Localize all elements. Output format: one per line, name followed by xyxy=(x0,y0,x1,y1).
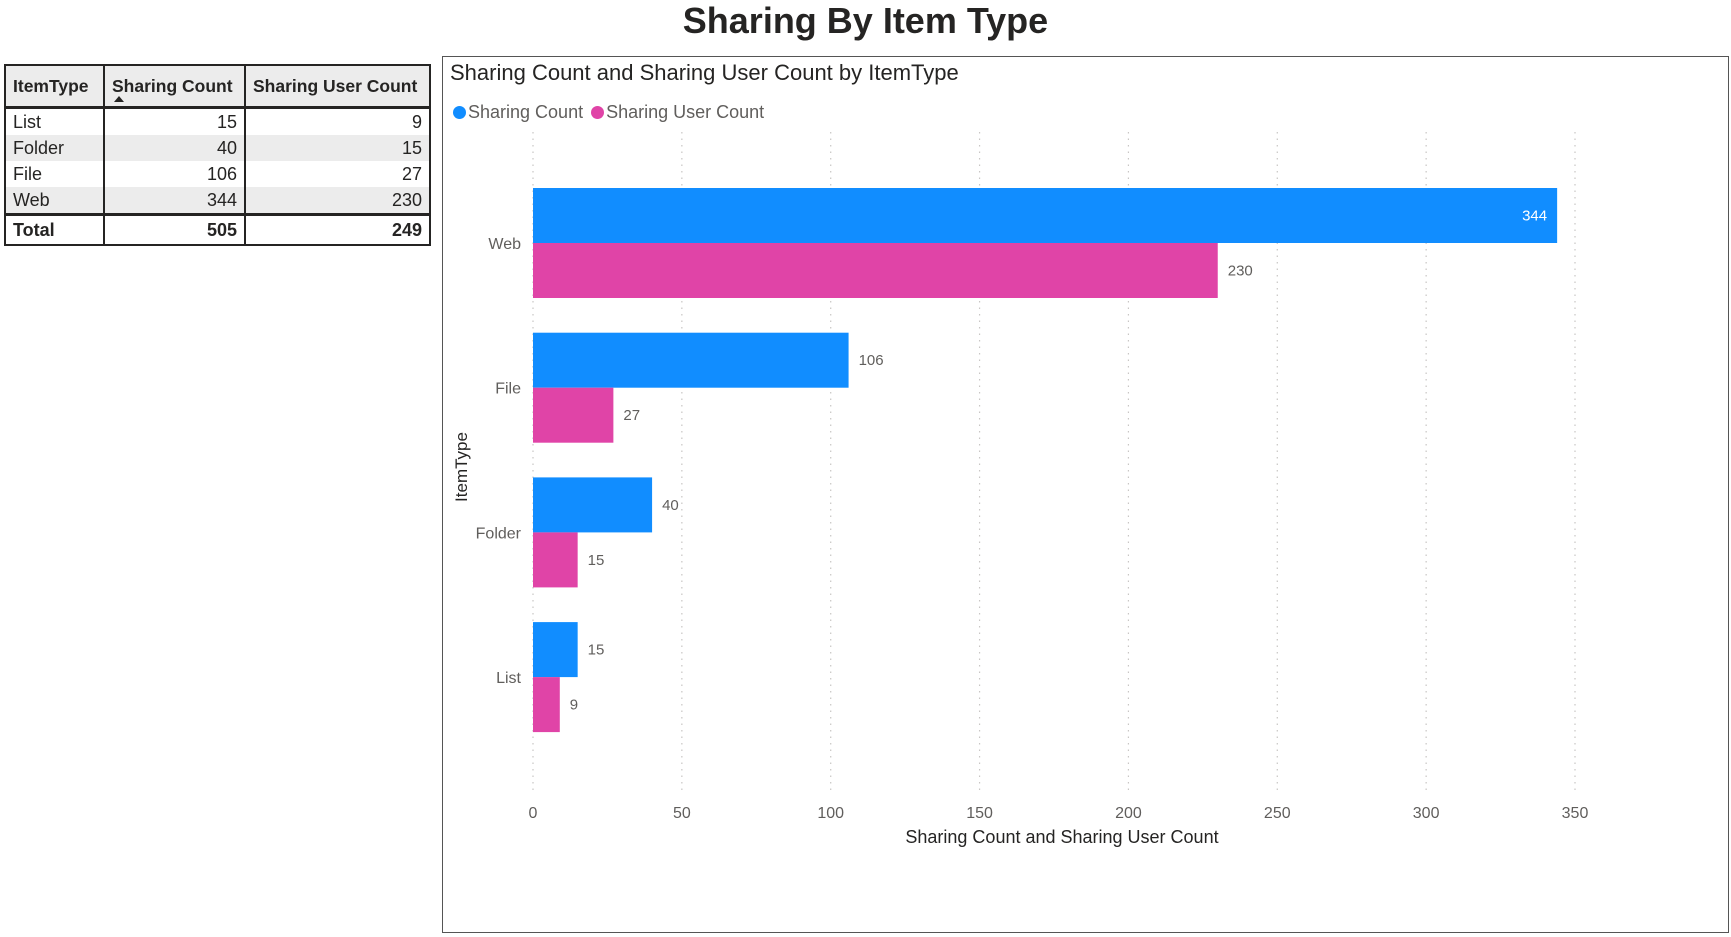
x-tick-label: 350 xyxy=(1562,805,1589,822)
bar-sharing-user-count[interactable] xyxy=(533,387,614,443)
legend-dot-icon xyxy=(591,106,605,119)
column-header-itemtype[interactable]: ItemType xyxy=(4,64,105,109)
x-axis-title: Sharing Count and Sharing User Count xyxy=(905,827,1218,847)
bar-sharing-count[interactable] xyxy=(533,477,653,533)
cell-total-sharing-user-count: 249 xyxy=(244,213,431,246)
data-label: 15 xyxy=(588,642,605,659)
cell-sharing-user-count: 15 xyxy=(244,135,431,161)
cell-itemtype: Folder xyxy=(4,135,105,161)
table-row: List 15 9 xyxy=(4,107,431,135)
cell-itemtype: Web xyxy=(4,187,105,215)
legend-item-sharing-count[interactable]: Sharing Count xyxy=(453,102,583,123)
legend-label: Sharing User Count xyxy=(606,102,765,122)
page-title: Sharing By Item Type xyxy=(682,0,1049,41)
chart-title: Sharing Count and Sharing User Count by … xyxy=(450,60,959,85)
y-category-label: File xyxy=(495,381,521,398)
data-label: 27 xyxy=(623,407,640,424)
table-row: Folder 40 15 xyxy=(4,135,431,161)
x-tick-label: 200 xyxy=(1115,805,1142,822)
bar-sharing-user-count[interactable] xyxy=(533,532,578,588)
cell-sharing-count: 40 xyxy=(103,135,246,161)
bar-sharing-user-count[interactable] xyxy=(533,677,560,733)
x-tick-label: 150 xyxy=(966,805,993,822)
bar-sharing-count[interactable] xyxy=(533,622,578,678)
bar-chart-visual[interactable]: Sharing Count and Sharing User Count by … xyxy=(442,56,1729,933)
column-header-sharing-user-count[interactable]: Sharing User Count xyxy=(244,64,431,109)
y-category-label: Folder xyxy=(476,525,522,542)
x-tick-label: 100 xyxy=(817,805,844,822)
sharing-table: ItemType Sharing Count Sharing User Coun… xyxy=(4,64,431,246)
cell-sharing-user-count: 27 xyxy=(244,161,431,187)
cell-total-sharing-count: 505 xyxy=(103,213,246,246)
data-label: 106 xyxy=(859,352,884,369)
bar-sharing-count[interactable] xyxy=(533,332,849,388)
x-tick-label: 250 xyxy=(1264,805,1291,822)
cell-sharing-user-count: 230 xyxy=(244,187,431,215)
data-label: 230 xyxy=(1228,263,1253,280)
data-label: 15 xyxy=(588,552,605,569)
cell-itemtype: List xyxy=(4,107,105,135)
table-header-row: ItemType Sharing Count Sharing User Coun… xyxy=(4,64,431,109)
x-tick-label: 50 xyxy=(673,805,691,822)
data-table-visual: ItemType Sharing Count Sharing User Coun… xyxy=(4,64,431,246)
cell-itemtype: File xyxy=(4,161,105,187)
column-header-sharing-count-label: Sharing Count xyxy=(112,75,233,96)
y-category-label: Web xyxy=(488,236,521,253)
legend-dot-icon xyxy=(453,106,466,119)
chart-legend: Sharing Count Sharing User Count xyxy=(453,102,772,123)
x-tick-label: 0 xyxy=(529,805,538,822)
data-label: 9 xyxy=(570,697,578,714)
y-axis-title: ItemType xyxy=(452,432,471,502)
table-total-row: Total 505 249 xyxy=(4,213,431,246)
cell-sharing-count: 15 xyxy=(103,107,246,135)
table-row: File 106 27 xyxy=(4,161,431,187)
cell-sharing-count: 344 xyxy=(103,187,246,215)
data-label: 344 xyxy=(1522,208,1547,225)
table-row: Web 344 230 xyxy=(4,187,431,215)
chart-plot-area: 0 50 100 150 200 250 300 350 Sharing Count and S… xyxy=(452,132,1589,847)
bar-sharing-count[interactable] xyxy=(533,188,1558,243)
legend-label: Sharing Count xyxy=(468,102,584,122)
cell-sharing-count: 106 xyxy=(103,161,246,187)
y-category-label: List xyxy=(496,670,521,687)
cell-total-label: Total xyxy=(4,213,105,246)
column-header-sharing-count[interactable]: Sharing Count xyxy=(103,64,246,109)
legend-item-sharing-user-count[interactable]: Sharing User Count xyxy=(591,102,764,123)
x-tick-label: 300 xyxy=(1413,805,1440,822)
bar-sharing-user-count[interactable] xyxy=(533,243,1218,298)
cell-sharing-user-count: 9 xyxy=(244,107,431,135)
sort-ascending-icon[interactable] xyxy=(114,96,124,102)
data-label: 40 xyxy=(662,497,679,514)
